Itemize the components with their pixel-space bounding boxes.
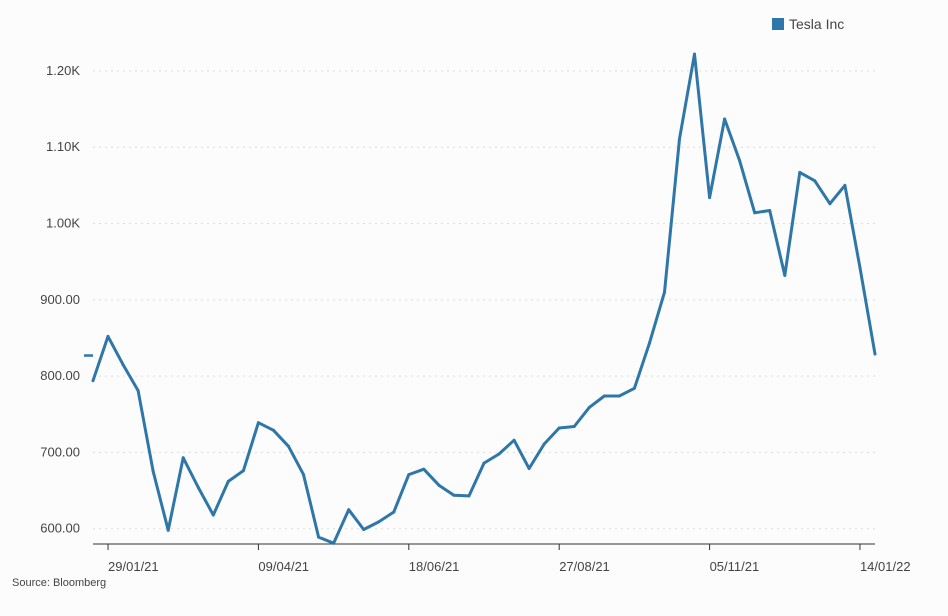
- data-point-32: [572, 425, 576, 428]
- data-point-46: [783, 273, 787, 277]
- series-line-tesla-inc: [91, 52, 877, 545]
- data-point-41: [708, 196, 712, 200]
- data-point-10: [241, 469, 245, 473]
- series-layer: [84, 52, 877, 545]
- data-point-1: [106, 334, 110, 338]
- data-point-44: [753, 211, 757, 215]
- data-point-43: [738, 159, 742, 163]
- x-tick-label-1: 09/04/21: [258, 559, 309, 574]
- data-point-52: [873, 352, 877, 356]
- x-tick-label-0: 29/01/21: [108, 559, 159, 574]
- data-point-7: [196, 486, 200, 489]
- y-tick-label-1200: 1.20K: [46, 63, 80, 78]
- legend-label: Tesla Inc: [789, 16, 845, 32]
- x-tick-label-4: 05/11/21: [710, 559, 760, 574]
- data-point-48: [813, 179, 817, 183]
- x-tick-label-3: 27/08/21: [559, 559, 610, 574]
- data-point-25: [467, 494, 471, 498]
- data-point-20: [392, 510, 396, 514]
- data-point-31: [557, 426, 561, 430]
- x-tick-label-5: 14/01/22: [860, 559, 911, 574]
- data-point-37: [647, 341, 651, 345]
- data-point-33: [587, 405, 591, 409]
- data-point-17: [347, 508, 351, 512]
- data-point-14: [302, 473, 305, 477]
- y-axis-ticks: 600.00 700.00 800.00 900.00 1.00K 1.10K 1.20K: [40, 63, 80, 536]
- data-point-22: [422, 467, 426, 471]
- source-note: Source: Bloomberg: [12, 577, 107, 589]
- data-point-38: [663, 290, 666, 294]
- data-point-5: [166, 528, 170, 532]
- data-point-11: [256, 421, 260, 425]
- data-point-3: [136, 389, 140, 393]
- data-point-40: [693, 52, 696, 56]
- data-point-9: [226, 479, 230, 483]
- data-point-28: [512, 438, 516, 442]
- y-tick-label-1000: 1.00K: [46, 216, 80, 231]
- data-point-30: [542, 442, 546, 446]
- x-tick-label-2: 18/06/21: [409, 559, 460, 574]
- gridlines: [93, 70, 875, 530]
- data-point-8: [211, 513, 215, 517]
- data-point-45: [768, 209, 772, 212]
- data-point-36: [632, 386, 636, 390]
- x-axis: 29/01/21 09/04/21 18/06/21 27/08/21 05/11/21…: [93, 543, 911, 574]
- data-point-21: [407, 473, 411, 477]
- data-point-49: [828, 202, 832, 206]
- y-tick-label-800: 800.00: [40, 368, 80, 383]
- y-tick-label-700: 700.00: [40, 444, 80, 459]
- y-tick-label-1100: 1.10K: [46, 139, 80, 154]
- data-point-23: [437, 483, 441, 487]
- data-point-35: [617, 394, 621, 398]
- data-point-19: [377, 520, 381, 524]
- data-point-39: [678, 137, 681, 141]
- data-point-34: [602, 394, 606, 398]
- data-point-6: [181, 456, 185, 460]
- data-point-4: [151, 470, 155, 473]
- data-point-13: [287, 444, 290, 448]
- data-point-29: [527, 467, 531, 470]
- y-tick-label-900: 900.00: [40, 292, 80, 307]
- data-point-0: [91, 379, 95, 383]
- data-point-12: [272, 428, 275, 432]
- data-point-26: [482, 461, 486, 465]
- data-point-42: [723, 117, 727, 121]
- data-point-47: [798, 170, 802, 174]
- data-point-27: [497, 452, 501, 456]
- data-point-18: [362, 528, 366, 531]
- data-point-50: [843, 183, 847, 187]
- data-point-2: [121, 363, 125, 367]
- y-tick-label-600: 600.00: [40, 521, 80, 536]
- legend[interactable]: Tesla Inc: [772, 16, 844, 32]
- legend-swatch: [772, 18, 784, 30]
- data-point-16: [332, 541, 336, 545]
- data-point-51: [858, 266, 862, 270]
- data-point-24: [452, 493, 456, 497]
- data-point-15: [317, 535, 321, 539]
